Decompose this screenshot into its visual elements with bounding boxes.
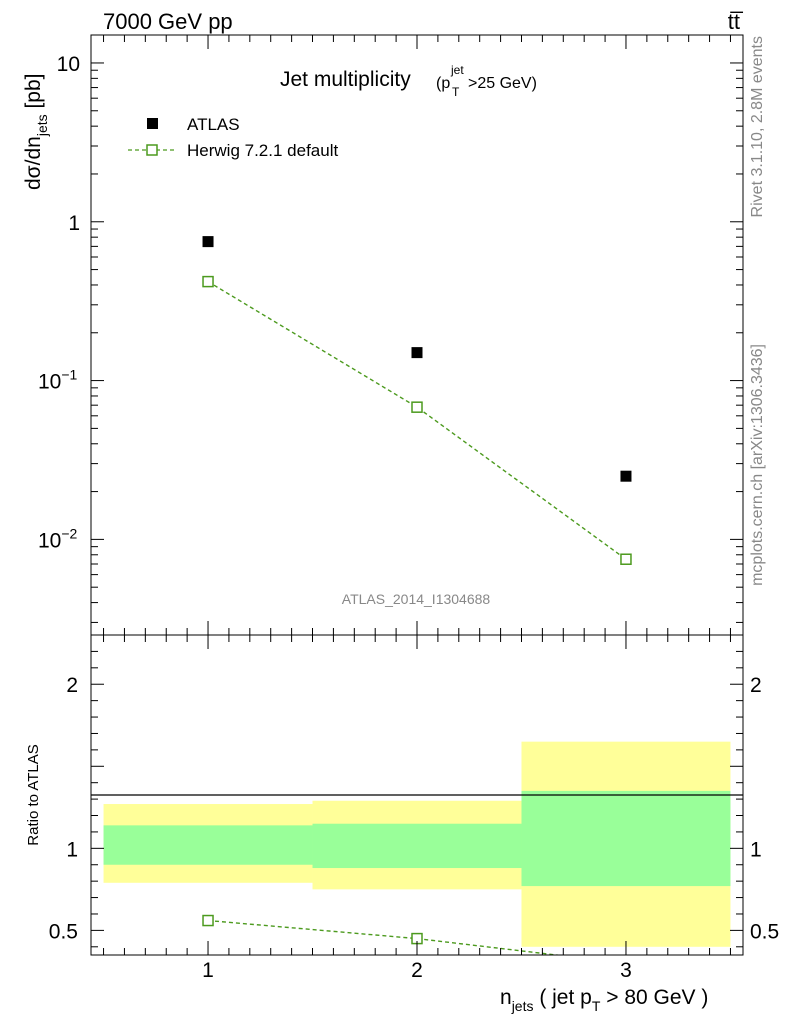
ratio-y-tick-label-left: 0.5 <box>49 920 78 943</box>
x-axis-label-sub2: T <box>592 998 601 1014</box>
x-tick-label: 2 <box>411 959 423 982</box>
herwig-point <box>202 275 214 288</box>
green-band <box>521 790 731 887</box>
legend: ATLAS Herwig 7.2.1 default <box>128 115 338 160</box>
y-axis-label-sub: jets <box>34 114 50 137</box>
ratio-y-tick-label-right: 1 <box>750 838 762 861</box>
ratio-uncertainty-bands <box>103 741 731 947</box>
x-axis-label-main: n <box>500 986 512 1009</box>
y-tick-label: 10 <box>57 53 80 76</box>
atlas-point <box>620 470 632 482</box>
legend-atlas-label: ATLAS <box>187 115 240 134</box>
herwig-ratio-point <box>202 914 214 927</box>
process-label: tt̅ <box>728 9 744 34</box>
y-axis-label-unit: [pb] <box>22 73 45 114</box>
main-panel-y-tick-labels: 10 1 10−1 10−2 <box>38 53 80 552</box>
plot-title-cut: (p <box>436 75 450 92</box>
plot-title-cut-tail: >25 GeV) <box>468 75 537 92</box>
green-band <box>103 825 313 865</box>
herwig-point <box>411 401 423 413</box>
atlas-point <box>411 347 423 359</box>
ratio-panel-y-tick-labels: 0.5 0.5 1 1 2 2 <box>49 674 779 943</box>
ratio-panel-frame <box>90 634 744 956</box>
ratio-panel-ticks <box>91 634 743 955</box>
ratio-y-tick-label-left: 2 <box>66 674 78 697</box>
x-tick-label: 3 <box>620 959 632 982</box>
main-panel-ticks <box>91 35 743 635</box>
legend-herwig-label: Herwig 7.2.1 default <box>187 141 338 160</box>
green-band <box>312 823 522 869</box>
ratio-panel: 0.5 0.5 1 1 2 2 1 2 3 Ratio to ATLAS njets ( je… <box>25 634 779 1014</box>
y-tick-label: 10−2 <box>38 525 78 552</box>
svg-text:dσ/dnjets [pb]: dσ/dnjets [pb] <box>22 73 50 190</box>
x-tick-labels: 1 2 3 <box>202 959 632 982</box>
y-axis-label: dσ/dnjets [pb] <box>22 73 50 190</box>
x-axis-label-tail: > 80 GeV ) <box>600 986 708 1009</box>
energy-label: 7000 GeV pp <box>103 9 233 34</box>
plot-title-cut-sub: T <box>452 85 460 99</box>
main-panel-data <box>202 236 632 565</box>
plot-title-cut-sup: jet <box>450 63 464 77</box>
ratio-y-tick-label-left: 1 <box>66 838 78 861</box>
y-axis-label-main: dσ/dn <box>22 136 45 190</box>
herwig-point <box>620 553 632 565</box>
x-tick-label: 1 <box>202 959 214 982</box>
x-axis-label-mid: ( jet p <box>533 986 591 1009</box>
y-tick-label: 10−1 <box>38 367 78 394</box>
y-tick-label: 1 <box>68 212 80 235</box>
atlas-point <box>202 236 214 248</box>
ratio-y-tick-label-right: 2 <box>750 674 762 697</box>
herwig-line <box>207 281 627 560</box>
ratio-y-axis-label: Ratio to ATLAS <box>25 744 42 845</box>
plot-title: Jet multiplicity <box>280 68 411 91</box>
main-panel: 10 1 10−1 10−2 Jet multiplicity (p jet T >2… <box>22 34 744 636</box>
x-axis-label-sub: jets <box>511 998 534 1014</box>
ratio-y-tick-label-right: 0.5 <box>750 920 779 943</box>
legend-herwig-marker <box>146 144 158 156</box>
mcplots-label: mcplots.cern.ch [arXiv:1306.3436] <box>749 344 766 586</box>
rivet-version-label: Rivet 3.1.10, 2.8M events <box>749 36 766 217</box>
analysis-label: ATLAS_2014_I1304688 <box>342 591 491 607</box>
legend-atlas-marker <box>147 118 158 129</box>
x-axis-label: njets ( jet pT > 80 GeV ) <box>500 986 708 1014</box>
